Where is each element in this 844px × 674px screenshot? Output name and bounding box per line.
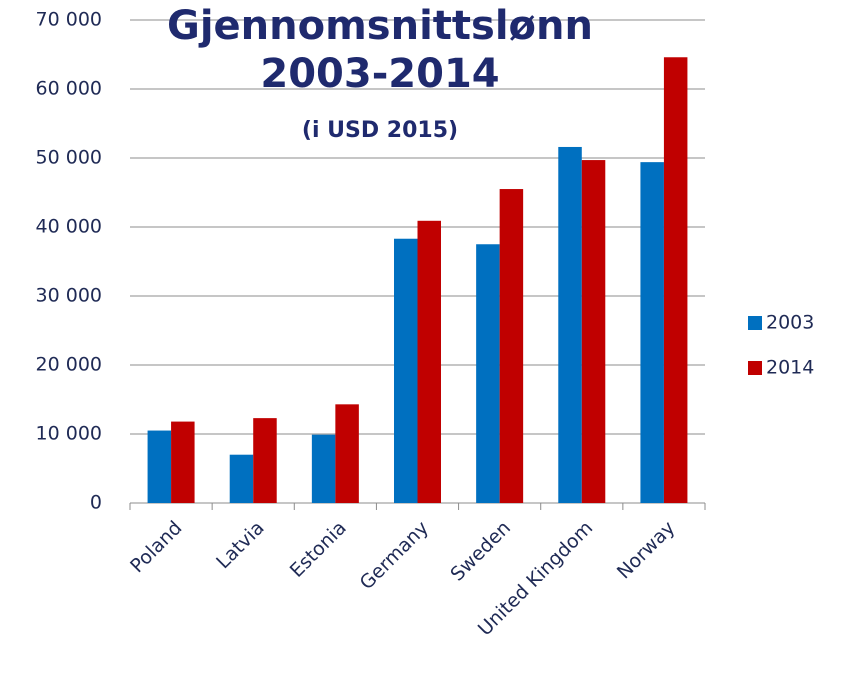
x-tick-label: Latvia	[212, 517, 268, 573]
y-tick-label: 30 000	[36, 285, 102, 307]
y-tick-label: 40 000	[36, 216, 102, 238]
x-tick-label: Norway	[613, 517, 680, 584]
bar	[335, 404, 359, 503]
y-tick-label: 10 000	[36, 423, 102, 445]
y-tick-label: 50 000	[36, 147, 102, 169]
x-tick-label: Estonia	[286, 517, 351, 582]
bar	[147, 430, 172, 503]
bar	[663, 57, 688, 503]
y-tick-label: 60 000	[36, 78, 102, 100]
bar	[476, 244, 500, 503]
legend-swatch	[748, 361, 762, 375]
bar	[253, 418, 277, 503]
bar	[417, 220, 441, 504]
bar	[311, 434, 336, 503]
bar	[499, 189, 524, 504]
x-tick-label: Sweden	[446, 517, 515, 586]
bar	[640, 162, 664, 503]
y-tick-label: 0	[90, 492, 102, 514]
bar	[171, 421, 195, 503]
chart-subtitle: (i USD 2015)	[301, 118, 459, 143]
legend-swatch	[748, 316, 762, 330]
bar	[558, 146, 582, 503]
bar	[394, 238, 418, 504]
y-tick-label: 70 000	[36, 9, 102, 31]
y-tick-label: 20 000	[36, 354, 102, 376]
bar	[581, 160, 606, 503]
chart-title: Gjennomsnittslønn 2003-2014	[167, 3, 593, 97]
x-tick-label: Poland	[126, 517, 186, 577]
x-tick-label: Germany	[356, 517, 433, 594]
legend-label: 2003	[766, 312, 814, 334]
bar	[229, 454, 254, 503]
legend-label: 2014	[766, 357, 814, 379]
